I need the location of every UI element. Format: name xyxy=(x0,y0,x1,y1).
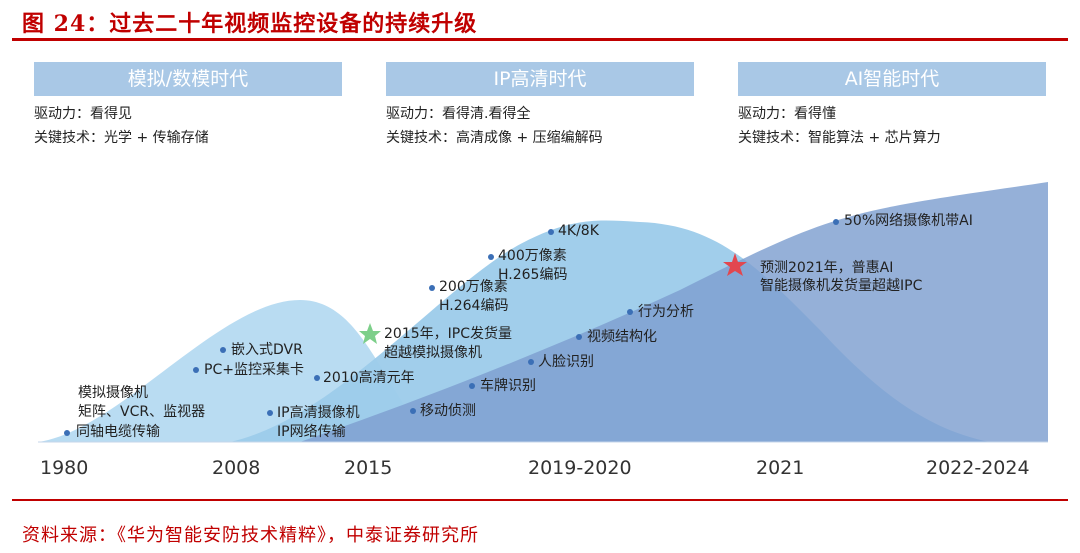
era-title: AI智能时代 xyxy=(738,62,1046,96)
era-tech: 关键技术：智能算法 + 芯片算力 xyxy=(738,130,941,146)
figure-title: 图 24：过去二十年视频监控设备的持续升级 xyxy=(22,11,478,37)
year-label-2019-2020: 2019-2020 xyxy=(528,457,632,479)
annotation-2021-prediction: 预测2021年，普惠AI xyxy=(760,260,894,276)
milestone-dot xyxy=(410,408,416,414)
annotation-behavior-analysis: 行为分析 xyxy=(638,304,694,320)
milestone-dot xyxy=(576,334,582,340)
year-label-2022-2024: 2022-2024 xyxy=(926,457,1030,479)
annotation-h265: H.265编码 xyxy=(498,267,568,283)
annotation-2015-crossover: 2015年，IPC发货量 xyxy=(384,326,512,342)
annotation-dvr: 嵌入式DVR xyxy=(231,342,303,358)
annotation-2021-prediction-2: 智能摄像机发货量超越IPC xyxy=(760,278,923,294)
annotation-analog-camera: 模拟摄像机 xyxy=(78,385,148,401)
era-panel-analog: 模拟/数模时代 驱动力：看得见 关键技术：光学 + 传输存储 xyxy=(34,62,342,150)
milestone-dot xyxy=(220,347,226,353)
era-driver: 驱动力：看得见 xyxy=(34,106,132,122)
annotation-video-structuring: 视频结构化 xyxy=(587,329,657,345)
milestone-star-2015 xyxy=(359,323,381,344)
milestone-dot xyxy=(267,410,273,416)
annotation-4mp: 400万像素 xyxy=(498,248,567,264)
era-panel-ip: IP高清时代 驱动力：看得清.看得全 关键技术：高清成像 + 压缩编解码 xyxy=(386,62,694,150)
year-label-2021: 2021 xyxy=(756,457,805,479)
milestone-dot xyxy=(64,430,70,436)
era-tech: 关键技术：光学 + 传输存储 xyxy=(34,130,209,146)
annotation-motion-detect: 移动侦测 xyxy=(420,403,476,419)
annotation-ip-network: IP网络传输 xyxy=(277,424,346,440)
annotation-2mp: 200万像素 xyxy=(439,279,508,295)
source-rule xyxy=(12,499,1068,501)
annotation-2015-crossover-2: 超越模拟摄像机 xyxy=(384,345,482,361)
year-label-1980: 1980 xyxy=(40,457,89,479)
annotation-matrix-vcr: 矩阵、VCR、监视器 xyxy=(78,404,206,420)
milestone-dot xyxy=(314,375,320,381)
milestone-dot xyxy=(488,254,494,260)
annotation-4k8k: 4K/8K xyxy=(558,223,599,239)
milestone-dot xyxy=(429,285,435,291)
annotation-hd-year: 2010高清元年 xyxy=(323,370,415,386)
source-note: 资料来源：《华为智能安防技术精粹》，中泰证券研究所 xyxy=(22,525,479,546)
era-driver: 驱动力：看得清.看得全 xyxy=(386,106,531,122)
milestone-dot xyxy=(627,309,633,315)
milestone-star-2021 xyxy=(723,253,747,276)
annotation-face-recognition: 人脸识别 xyxy=(538,354,594,370)
milestone-dot xyxy=(469,383,475,389)
era-driver: 驱动力：看得懂 xyxy=(738,106,836,122)
era-title: 模拟/数模时代 xyxy=(34,62,342,96)
annotation-coax: 同轴电缆传输 xyxy=(76,424,160,440)
title-rule xyxy=(12,38,1068,41)
year-label-2008: 2008 xyxy=(212,457,261,479)
year-label-2015: 2015 xyxy=(344,457,393,479)
annotation-ip-camera: IP高清摄像机 xyxy=(277,405,360,421)
milestone-dot xyxy=(548,229,554,235)
era-tech: 关键技术：高清成像 + 压缩编解码 xyxy=(386,130,603,146)
milestone-dot xyxy=(528,359,534,365)
annotation-pc-capture: PC+监控采集卡 xyxy=(204,362,304,378)
wave-ai-era xyxy=(300,182,1048,442)
era-panel-ai: AI智能时代 驱动力：看得懂 关键技术：智能算法 + 芯片算力 xyxy=(738,62,1046,150)
milestone-dot xyxy=(193,367,199,373)
annotation-ai-50pct: 50%网络摄像机带AI xyxy=(844,213,973,229)
annotation-h264: H.264编码 xyxy=(439,298,509,314)
era-title: IP高清时代 xyxy=(386,62,694,96)
milestone-dot xyxy=(833,219,839,225)
annotation-plate-recognition: 车牌识别 xyxy=(480,378,536,394)
